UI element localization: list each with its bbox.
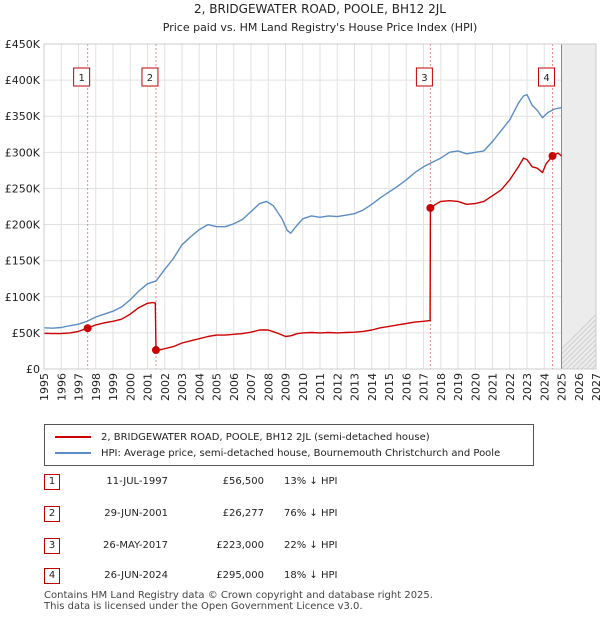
transaction-label: 3 (415, 67, 433, 87)
y-tick-label: £50K (12, 327, 41, 340)
row-hpi: 13% ↓ HPI (284, 476, 338, 487)
chart-subtitle: Price paid vs. HM Land Registry's House … (163, 21, 478, 34)
row-number: 4 (44, 568, 60, 584)
transaction-point (151, 346, 160, 355)
legend-hpi: HPI: Average price, semi-detached house,… (55, 448, 500, 460)
x-tick-label: 2003 (176, 373, 189, 401)
x-tick-label: 2018 (435, 373, 448, 401)
x-axis: 1995 1996 1997 1998 1999 2000 2001 2002 2003 2004… (38, 373, 600, 401)
x-tick-label: 2017 (418, 373, 431, 401)
x-tick-label: 2015 (383, 373, 396, 401)
y-tick-label: £350K (5, 110, 41, 123)
x-tick-label: 2027 (590, 373, 600, 401)
x-tick-label: 2016 (400, 373, 413, 401)
footer-line-1: Contains HM Land Registry data © Crown c… (44, 590, 433, 601)
legend-hpi-swatch (55, 452, 91, 454)
legend-property-swatch (55, 436, 91, 438)
x-tick-label: 2005 (211, 373, 224, 401)
x-tick-label: 2011 (314, 373, 327, 401)
row-hpi: 76% ↓ HPI (284, 508, 338, 519)
x-tick-label: 2007 (245, 373, 258, 401)
transaction-label-box (415, 67, 433, 87)
future-region (561, 44, 600, 369)
row-date: 26-JUN-2024 (104, 570, 168, 581)
legend-property: 2, BRIDGEWATER ROAD, POOLE, BH12 2JL (se… (55, 432, 430, 444)
y-tick-label: £300K (5, 146, 41, 159)
transaction-point (83, 324, 92, 333)
y-tick-label: £450K (5, 38, 41, 51)
transaction-label-text: 2 (147, 73, 153, 84)
row-price: £223,000 (216, 540, 264, 551)
x-tick-label: 1997 (73, 373, 86, 401)
x-tick-label: 2013 (349, 373, 362, 401)
x-tick-label: 2000 (124, 373, 137, 401)
transaction-label-text: 4 (543, 73, 549, 84)
transaction-label-box (73, 67, 91, 87)
row-price: £295,000 (216, 570, 264, 581)
transaction-labels: 1 2 3 4 (73, 67, 556, 87)
price-chart: 2, BRIDGEWATER ROAD, POOLE, BH12 2JL Pri… (5, 2, 600, 401)
hatch-line (597, 44, 600, 369)
x-tick-label: 2024 (538, 373, 551, 401)
chart-title: 2, BRIDGEWATER ROAD, POOLE, BH12 2JL (194, 2, 446, 16)
y-tick-label: £100K (5, 291, 41, 304)
row-price: £26,277 (222, 508, 264, 519)
row-number: 3 (44, 538, 60, 554)
row-date: 29-JUN-2001 (104, 508, 168, 519)
transaction-label: 1 (73, 67, 91, 87)
row-hpi: 22% ↓ HPI (284, 540, 338, 551)
y-tick-label: £250K (5, 182, 41, 195)
x-tick-label: 2014 (366, 373, 379, 401)
transaction-label-text: 1 (78, 73, 84, 84)
x-tick-label: 2009 (280, 373, 293, 401)
hpi-line (43, 93, 562, 329)
x-tick-label: 2006 (228, 373, 241, 401)
x-tick-label: 2012 (331, 373, 344, 401)
series-lines (43, 93, 562, 351)
transaction-point (548, 151, 557, 160)
x-tick-label: 2022 (504, 373, 517, 401)
x-tick-label: 1995 (38, 373, 51, 401)
x-tick-label: 2021 (487, 373, 500, 401)
y-tick-label: £200K (5, 219, 41, 232)
legend-property-label: 2, BRIDGEWATER ROAD, POOLE, BH12 2JL (se… (101, 432, 430, 443)
footer-line-2: This data is licensed under the Open Gov… (44, 601, 363, 612)
row-number: 1 (44, 474, 60, 490)
x-tick-label: 1998 (90, 373, 103, 401)
y-tick-label: £400K (5, 74, 41, 87)
transaction-label-box (141, 67, 159, 87)
future-region-fill (561, 44, 596, 369)
y-tick-label: £150K (5, 255, 41, 268)
y-tick-label: £0 (26, 363, 40, 376)
transaction-points (83, 151, 557, 355)
y-axis: £0 £50K £100K £150K £200K £250K £300K £350K £400… (5, 38, 41, 376)
row-date: 11-JUL-1997 (106, 476, 168, 487)
row-hpi: 18% ↓ HPI (284, 570, 338, 581)
footer: Contains HM Land Registry data © Crown c… (44, 590, 433, 612)
plot-border (43, 43, 597, 370)
x-tick-label: 2025 (556, 373, 569, 401)
row-date: 26-MAY-2017 (102, 540, 168, 551)
x-tick-label: 2008 (262, 373, 275, 401)
x-tick-label: 2020 (469, 373, 482, 401)
x-tick-label: 2001 (142, 373, 155, 401)
transaction-label: 4 (538, 67, 556, 87)
x-tick-label: 2002 (159, 373, 172, 401)
legend: 2, BRIDGEWATER ROAD, POOLE, BH12 2JL (se… (44, 424, 534, 466)
transaction-label-box (538, 67, 556, 87)
x-tick-label: 1996 (55, 373, 68, 401)
row-price: £56,500 (222, 476, 264, 487)
x-tick-label: 2026 (573, 373, 586, 401)
x-tick-label: 1999 (107, 373, 120, 401)
transaction-label-text: 3 (421, 73, 427, 84)
x-tick-label: 2010 (297, 373, 310, 401)
x-tick-label: 2019 (452, 373, 465, 401)
x-tick-label: 2004 (193, 373, 206, 401)
transaction-label: 2 (141, 67, 159, 87)
property-line (43, 152, 562, 351)
x-tick-label: 2023 (521, 373, 534, 401)
row-number: 2 (44, 506, 60, 522)
transaction-point (426, 203, 435, 212)
legend-hpi-label: HPI: Average price, semi-detached house,… (101, 448, 501, 459)
